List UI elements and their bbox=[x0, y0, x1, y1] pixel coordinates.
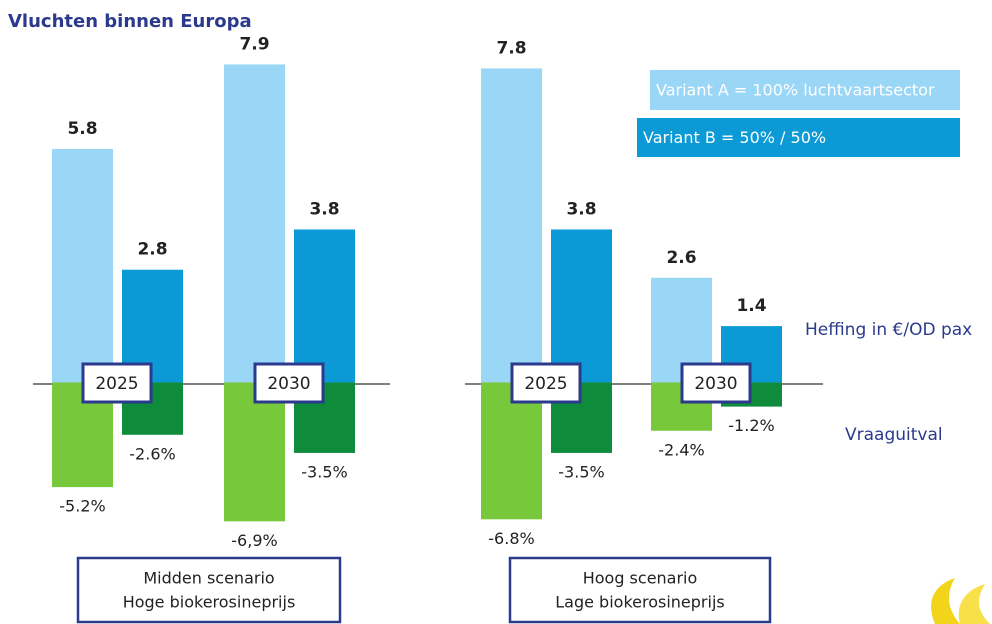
scenario-label: Hoge biokerosineprijs bbox=[123, 593, 296, 612]
value-label: 7.9 bbox=[239, 34, 269, 54]
value-label: 7.8 bbox=[496, 38, 526, 58]
scenario-label: Hoog scenario bbox=[583, 569, 698, 588]
value-label: -5.2% bbox=[59, 497, 105, 516]
value-label: 2.6 bbox=[666, 248, 696, 268]
year-box bbox=[253, 362, 325, 404]
annotation: Heffing in €/OD pax bbox=[805, 320, 972, 340]
value-label: -3.5% bbox=[301, 462, 347, 481]
legend-swatch bbox=[650, 70, 960, 110]
value-label: -6,9% bbox=[231, 531, 277, 550]
bar bbox=[224, 64, 285, 383]
value-label: 5.8 bbox=[67, 119, 97, 139]
value-label: -2.4% bbox=[658, 440, 704, 459]
bar bbox=[294, 229, 355, 383]
year-box bbox=[81, 362, 153, 404]
bar bbox=[551, 229, 612, 383]
x-tick-label: 2030 bbox=[694, 374, 737, 394]
legend-label: Variant A = 100% luchtvaartsector bbox=[656, 81, 935, 100]
x-tick-label: 2030 bbox=[267, 374, 310, 394]
value-label: -2.6% bbox=[129, 444, 175, 463]
bar bbox=[481, 68, 542, 383]
scenario-box bbox=[508, 556, 772, 624]
bar bbox=[52, 148, 113, 383]
x-tick-label: 2025 bbox=[524, 374, 567, 394]
year-box bbox=[680, 362, 752, 404]
logo bbox=[931, 578, 990, 624]
scenario-box bbox=[76, 556, 342, 624]
chart-title: Vluchten binnen Europa bbox=[8, 11, 252, 32]
value-label: 3.8 bbox=[309, 199, 339, 219]
x-tick-label: 2025 bbox=[95, 374, 138, 394]
scenario-label: Midden scenario bbox=[143, 569, 274, 588]
bar bbox=[481, 382, 542, 520]
value-label: -6.8% bbox=[488, 529, 534, 548]
annotation: Vraaguitval bbox=[845, 425, 943, 445]
bar bbox=[224, 382, 285, 522]
year-box bbox=[510, 362, 582, 404]
legend-label: Variant B = 50% / 50% bbox=[643, 128, 826, 147]
scenario-label: Lage biokerosineprijs bbox=[555, 593, 724, 612]
value-label: 1.4 bbox=[736, 296, 766, 316]
value-label: -3.5% bbox=[558, 462, 604, 481]
value-label: 2.8 bbox=[137, 240, 167, 260]
value-label: -1.2% bbox=[728, 416, 774, 435]
legend-swatch bbox=[637, 118, 960, 157]
value-label: 3.8 bbox=[566, 199, 596, 219]
